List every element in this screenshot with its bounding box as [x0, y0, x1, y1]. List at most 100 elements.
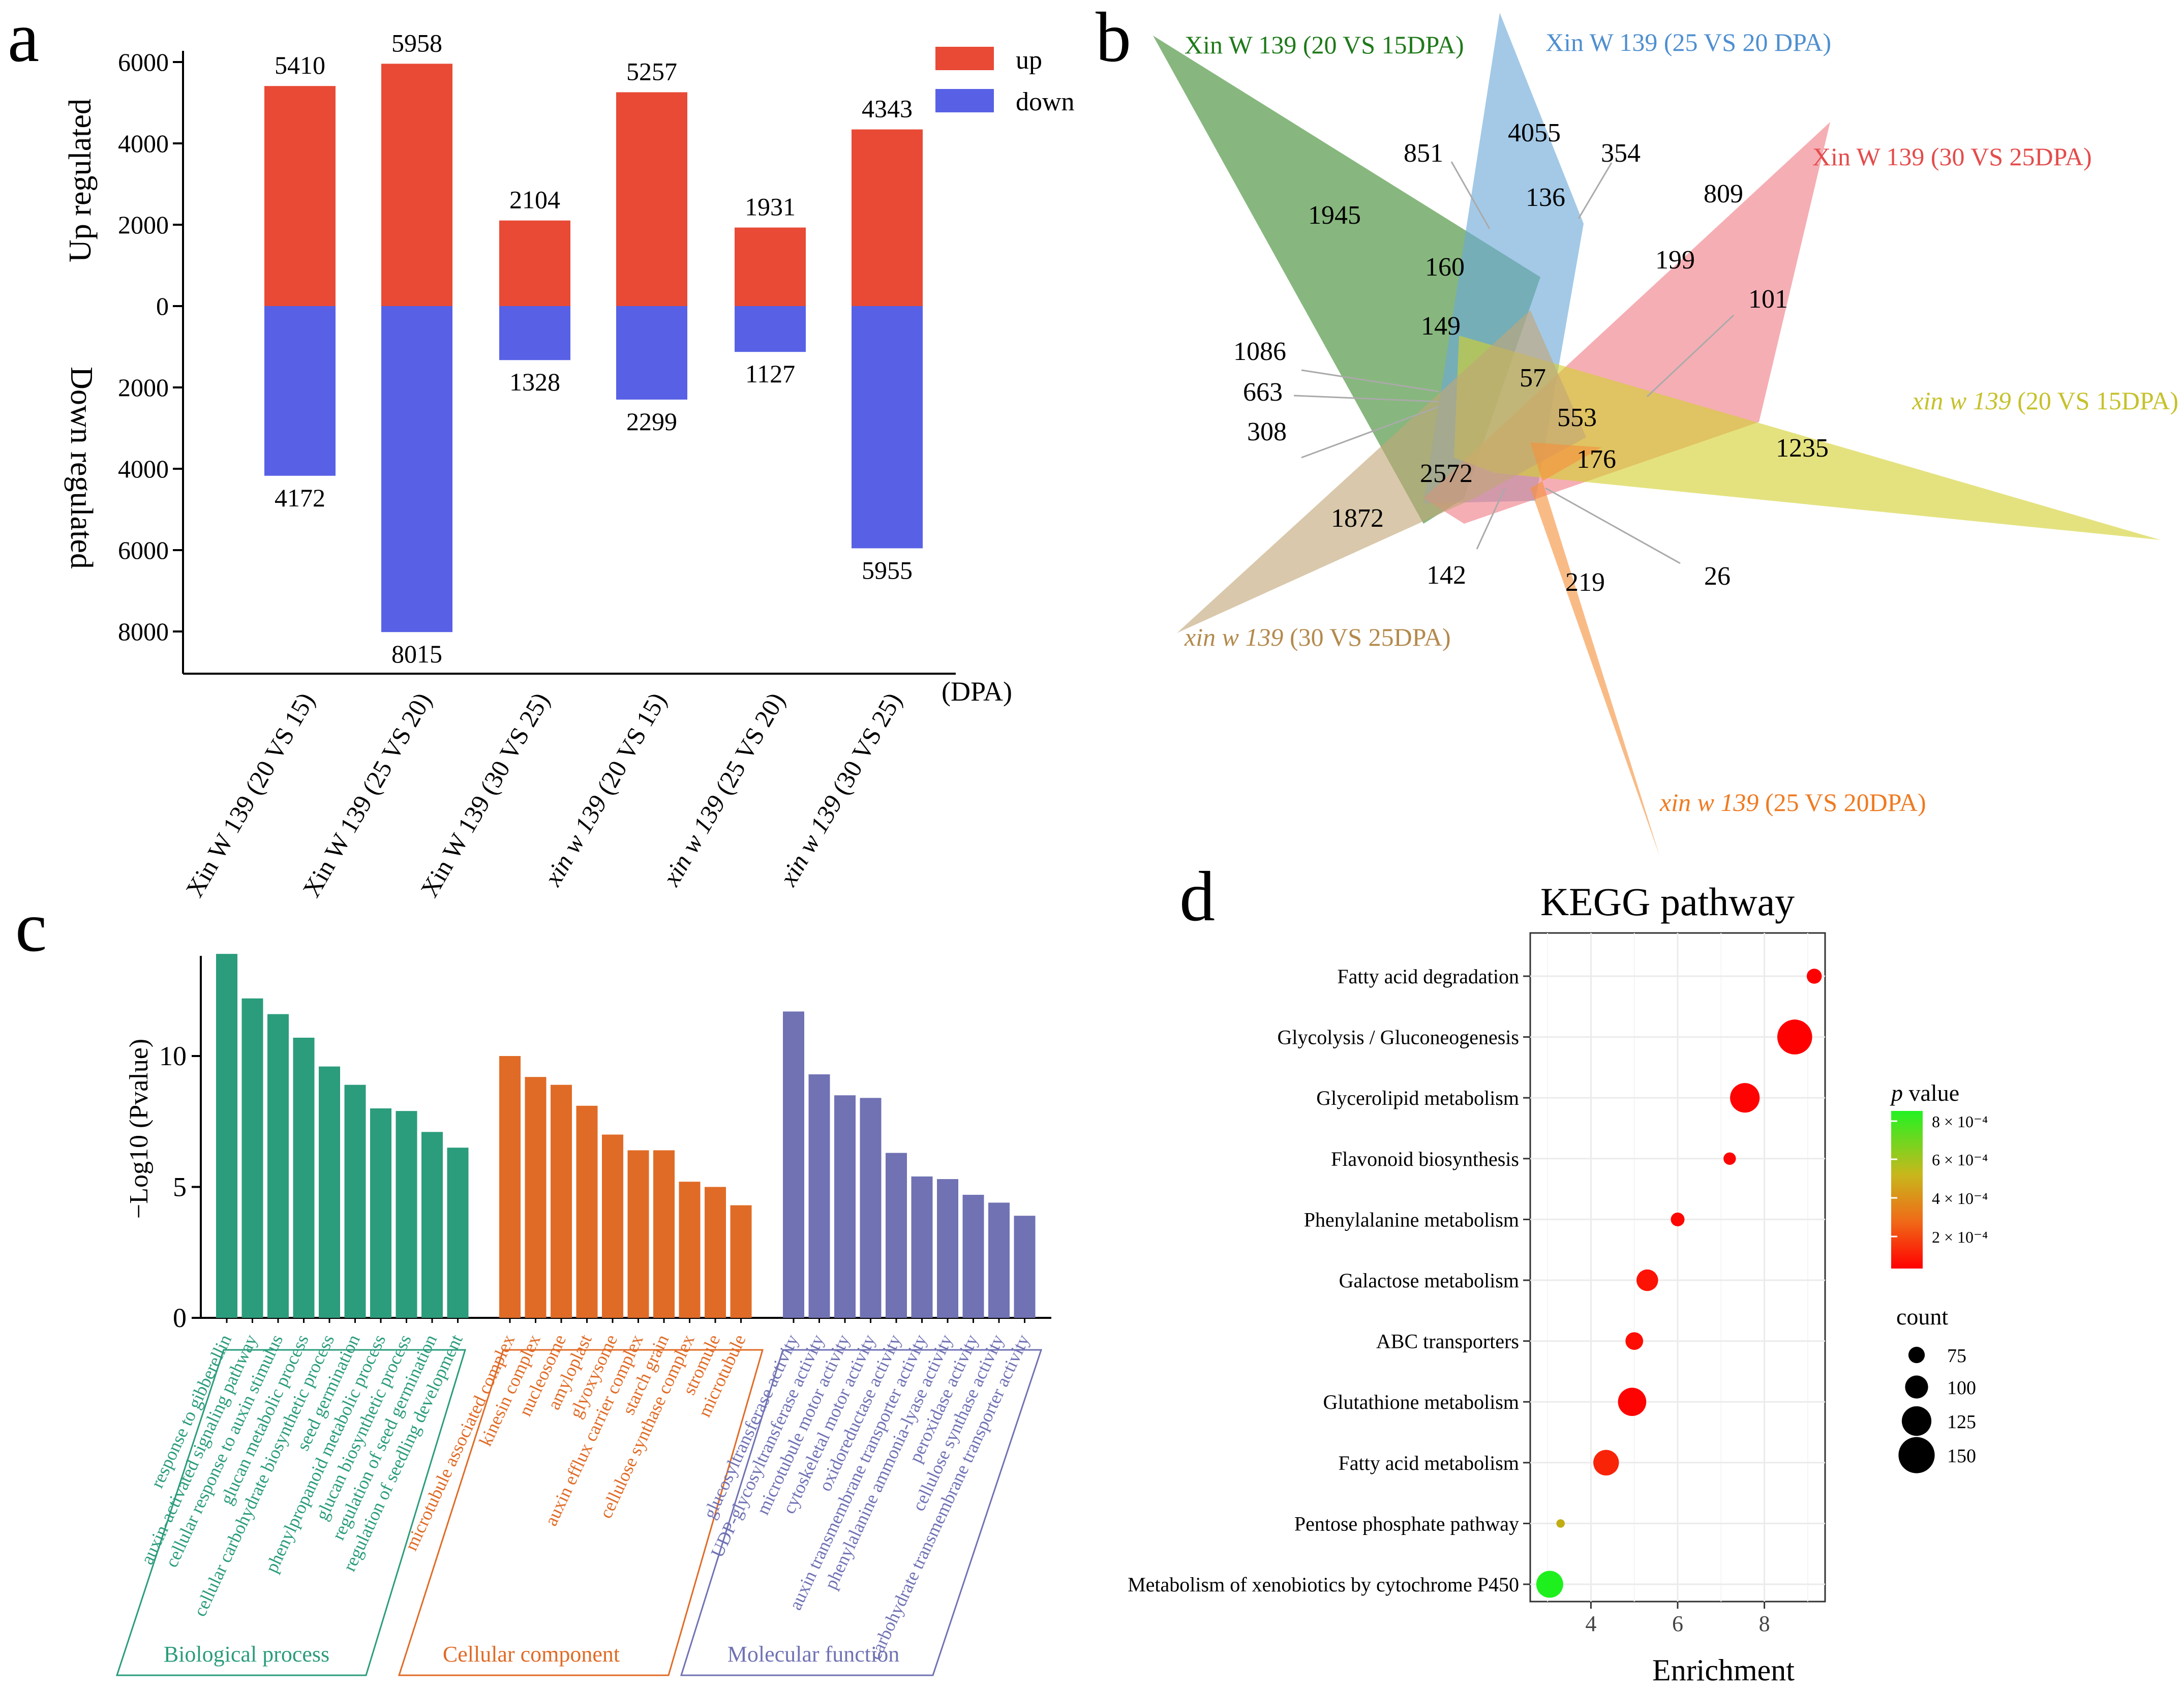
go-group-label: Cellular component	[443, 1642, 620, 1667]
go-group-bracket	[680, 1349, 1043, 1676]
legend-swatch-up	[935, 47, 994, 70]
category-label: Xin W 139 (20 VS 15)	[180, 688, 320, 902]
pathway-label: Fatty acid degradation	[1337, 965, 1519, 988]
panel-d-kegg-dot-plot: KEGG pathway 4 6 8 Enrichment Fatty acid degr…	[1128, 880, 1988, 1687]
go-bar	[860, 1098, 882, 1318]
venn-count: 1945	[1308, 201, 1361, 230]
data-label-up: 2104	[509, 186, 560, 214]
go-bar	[216, 954, 237, 1318]
legend-colorbar-label: 8 × 10⁻⁴	[1932, 1112, 1988, 1131]
kegg-point	[1777, 1019, 1812, 1054]
venn-count: 199	[1655, 246, 1695, 275]
data-label-down: 4172	[275, 484, 325, 512]
legend-label-up: up	[1016, 46, 1042, 75]
go-bar	[911, 1176, 933, 1318]
panel-label-b: b	[1096, 0, 1131, 77]
pathway-label: Flavonoid biosynthesis	[1331, 1148, 1519, 1170]
kegg-point	[1671, 1212, 1685, 1226]
venn-set-label-prefix: Xin W 139	[1545, 28, 1657, 56]
bar-down	[499, 306, 570, 360]
category-label: Xin W 139 (25 VS 20)	[297, 688, 437, 902]
go-bar	[319, 1066, 340, 1318]
go-bar	[421, 1132, 443, 1318]
legend-size-label: 75	[1947, 1345, 1966, 1367]
venn-leader-line	[1578, 162, 1613, 219]
legend-swatch-down	[935, 89, 994, 112]
venn-set-label: xin w 139 (25 VS 20DPA)	[1659, 788, 1926, 817]
axis-x-tick-label: 6	[1672, 1611, 1683, 1636]
bar-up	[264, 86, 336, 306]
pathway-label: Phenylalanine metabolism	[1304, 1208, 1519, 1231]
venn-count: 1872	[1331, 504, 1384, 533]
bar-down	[735, 306, 806, 352]
go-bar	[886, 1153, 907, 1318]
pathway-label: Glutathione metabolism	[1323, 1391, 1520, 1413]
legend-size-label: 150	[1947, 1445, 1976, 1467]
panel-label-a: a	[8, 0, 39, 77]
kegg-point	[1806, 969, 1822, 984]
venn-set-label: xin w 139 (30 VS 25DPA)	[1184, 623, 1451, 651]
legend-size-title: count	[1896, 1304, 1948, 1330]
bar-up	[852, 129, 923, 306]
axis-x-tick-label: 8	[1759, 1611, 1770, 1636]
kegg-point	[1730, 1083, 1760, 1113]
venn-count: 142	[1427, 561, 1466, 590]
venn-set-label-prefix: Xin W 139	[1812, 142, 1924, 171]
go-bar	[344, 1084, 366, 1318]
venn-leader-line	[1476, 488, 1506, 550]
kegg-point	[1593, 1450, 1619, 1475]
go-bar	[576, 1105, 598, 1318]
go-bar	[396, 1111, 417, 1318]
axis-y-tick-label: 2000	[118, 210, 169, 239]
venn-leader-line	[1646, 314, 1735, 398]
venn-count: 219	[1565, 568, 1605, 597]
go-bar	[653, 1150, 675, 1318]
pathway-label: Metabolism of xenobiotics by cytochrome …	[1128, 1573, 1519, 1596]
category-label: Xin W 139 (30 VS 25)	[415, 688, 555, 902]
category-label-suffix: (20 VS 15)	[588, 688, 672, 805]
venn-count: 149	[1421, 312, 1461, 341]
go-bar	[627, 1150, 649, 1318]
venn-count: 2572	[1420, 459, 1473, 488]
go-bar	[679, 1182, 701, 1318]
go-bar	[525, 1077, 547, 1318]
venn-set-shape	[1530, 442, 1660, 857]
venn-set-shape	[1177, 310, 1586, 633]
axis-x-title: (DPA)	[942, 676, 1012, 707]
venn-count: 663	[1243, 378, 1283, 407]
category-label-prefix: Xin W 139	[297, 791, 378, 902]
category-label-prefix: xin w 139	[656, 791, 731, 891]
legend-colorbar-label: 4 × 10⁻⁴	[1932, 1189, 1988, 1208]
venn-set-label: Xin W 139 (30 VS 25DPA)	[1812, 142, 2092, 171]
legend-size-dot	[1898, 1437, 1935, 1473]
venn-set-label-suffix: (30 VS 25DPA)	[1924, 142, 2091, 171]
legend-color-title-rest: value	[1903, 1080, 1959, 1106]
go-bar	[783, 1011, 804, 1318]
venn-count: 101	[1748, 285, 1788, 314]
pathway-label: Glycolysis / Gluconeogenesis	[1278, 1026, 1520, 1049]
pathway-label: Glycerolipid metabolism	[1316, 1087, 1519, 1109]
legend-size-label: 125	[1947, 1411, 1976, 1433]
data-label-up: 1931	[745, 193, 796, 221]
chart-title: KEGG pathway	[1540, 880, 1795, 924]
axis-y-tick-label: 4000	[118, 455, 169, 483]
category-label-suffix: (30 VS 25)	[471, 688, 555, 805]
go-bar	[293, 1037, 315, 1318]
go-group-label: Molecular function	[727, 1642, 899, 1667]
bar-up	[499, 220, 570, 306]
go-bar	[370, 1108, 391, 1318]
go-group-bracket	[398, 1349, 764, 1676]
go-bar	[937, 1179, 958, 1318]
data-label-up: 4343	[862, 95, 913, 123]
category-label: xin w 139 (25 VS 20)	[656, 688, 790, 891]
venn-set-label-prefix: xin w 139	[1912, 386, 2011, 415]
venn-count: 354	[1601, 139, 1641, 168]
venn-count: 136	[1526, 183, 1565, 212]
axis-y-tick-label: 5	[173, 1172, 187, 1202]
axis-y-tick-label: 10	[159, 1041, 187, 1071]
kegg-point	[1536, 1571, 1563, 1598]
panel-label-c: c	[15, 888, 47, 967]
category-label-prefix: xin w 139	[538, 791, 612, 891]
